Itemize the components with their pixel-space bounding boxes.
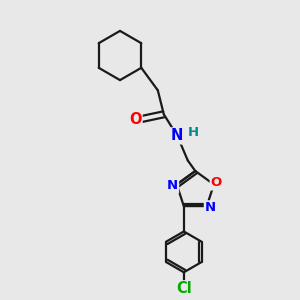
Text: O: O [211,176,222,190]
Text: O: O [129,112,142,127]
Text: N: N [205,201,216,214]
Text: N: N [167,179,178,193]
Text: Cl: Cl [176,281,192,296]
Text: N: N [171,128,184,143]
Text: H: H [187,126,199,139]
